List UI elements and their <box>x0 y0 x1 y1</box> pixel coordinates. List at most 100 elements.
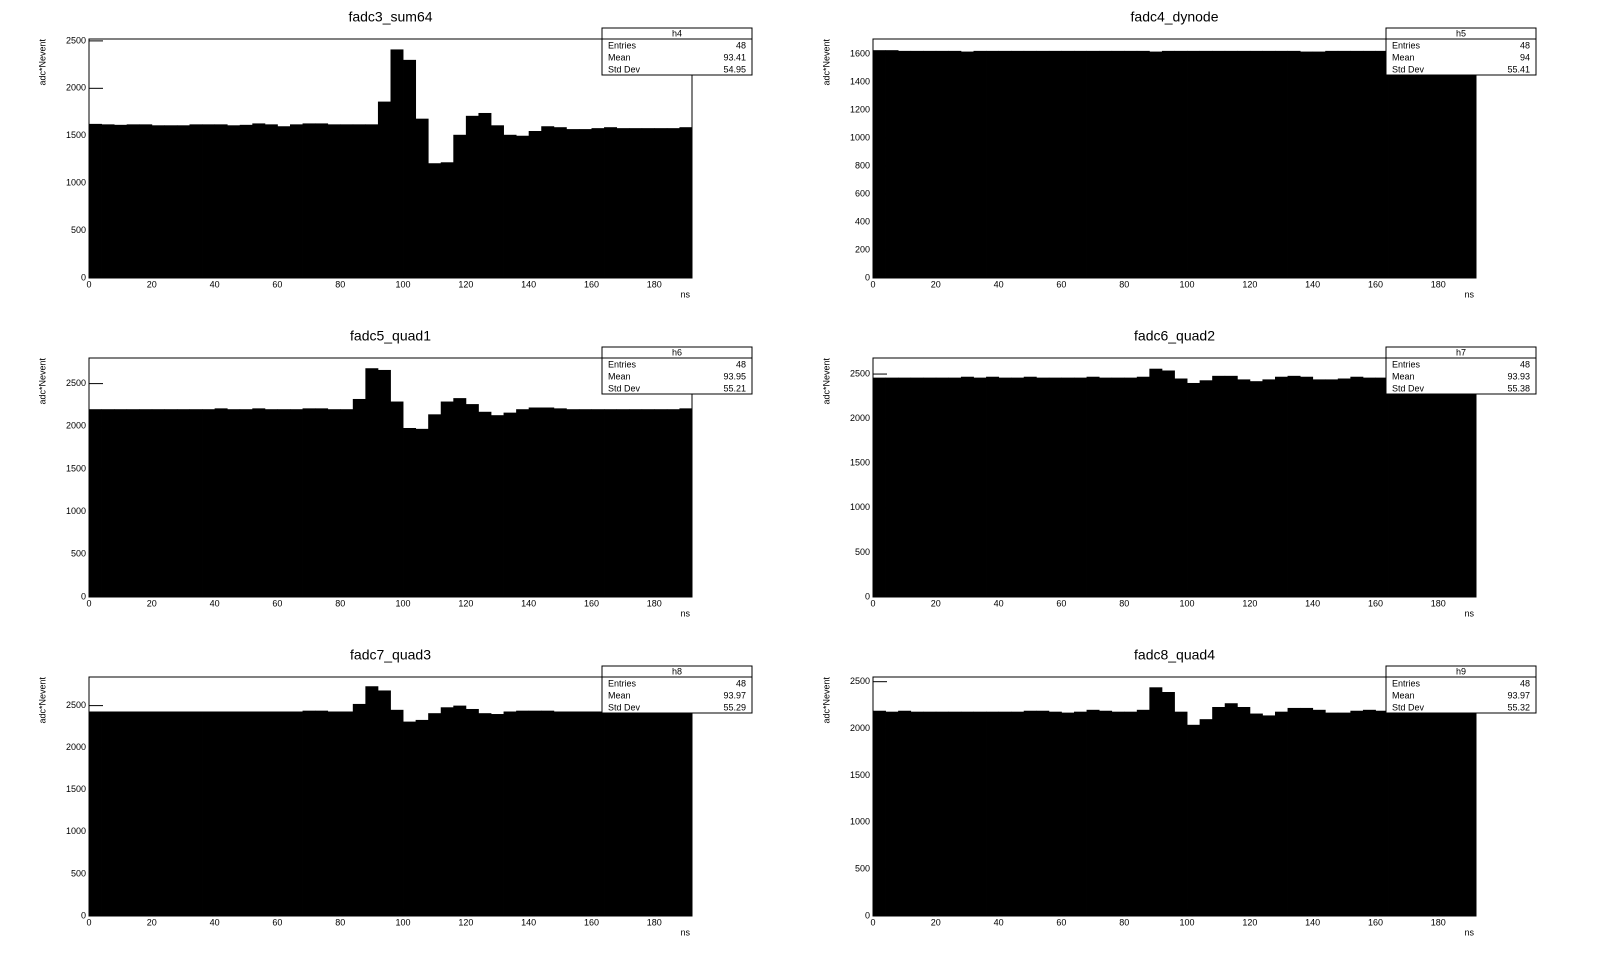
bar <box>214 124 228 278</box>
stats-label: Entries <box>1392 40 1421 50</box>
bar <box>1450 377 1464 597</box>
x-tick-label: 100 <box>1180 917 1195 927</box>
bar <box>126 124 140 278</box>
x-tick-label: 40 <box>994 279 1004 289</box>
stats-title: h6 <box>672 347 682 357</box>
x-tick-label: 120 <box>458 279 473 289</box>
bar <box>252 408 266 597</box>
bar <box>528 407 542 597</box>
bar <box>415 428 429 597</box>
x-tick-label: 100 <box>1180 279 1195 289</box>
x-tick-label: 140 <box>521 598 536 608</box>
bar <box>377 690 391 916</box>
bar <box>578 409 592 597</box>
bar <box>935 50 949 279</box>
bar <box>1375 377 1389 597</box>
x-tick-label: 40 <box>210 598 220 608</box>
bar <box>327 409 341 597</box>
bar <box>1237 706 1251 916</box>
bar <box>465 404 479 597</box>
bar <box>264 409 278 597</box>
bar <box>1111 377 1125 597</box>
x-tick-label: 160 <box>584 917 599 927</box>
stats-label: Entries <box>608 359 637 369</box>
bar <box>1124 50 1138 279</box>
bar <box>428 713 442 916</box>
y-tick-label: 2500 <box>850 368 870 378</box>
bar <box>528 130 542 278</box>
bar <box>1350 710 1364 916</box>
bar <box>415 719 429 916</box>
plot-frame <box>88 357 693 598</box>
x-tick-label: 80 <box>335 917 345 927</box>
stats-box <box>601 665 753 714</box>
y-tick-label: 1000 <box>850 502 870 512</box>
bar <box>1011 50 1025 279</box>
bar <box>566 711 580 916</box>
bar <box>1249 713 1263 916</box>
bar <box>101 711 115 916</box>
bar <box>998 377 1012 597</box>
bar <box>164 409 178 597</box>
stats-label: Mean <box>608 371 631 381</box>
x-tick-label: 20 <box>147 917 157 927</box>
bar <box>1161 370 1175 597</box>
bar <box>1463 377 1477 597</box>
bar <box>1199 50 1213 279</box>
bar <box>1400 710 1414 916</box>
x-tick-label: 20 <box>931 917 941 927</box>
bar <box>428 414 442 597</box>
bar <box>1337 378 1351 597</box>
x-tick-label: 140 <box>1305 598 1320 608</box>
y-tick-label: 500 <box>855 864 870 874</box>
bar <box>629 711 643 916</box>
bar <box>666 409 680 597</box>
bar <box>1199 380 1213 597</box>
stats-title: h4 <box>672 28 682 38</box>
bar <box>616 711 630 916</box>
x-tick-label: 180 <box>1431 598 1446 608</box>
bar <box>541 710 555 916</box>
bar <box>1388 50 1402 279</box>
x-tick-label: 60 <box>1056 279 1066 289</box>
bar <box>340 409 354 597</box>
x-tick-label: 0 <box>86 917 91 927</box>
x-axis-label: ns <box>1464 927 1474 937</box>
bar <box>1136 376 1150 597</box>
bar <box>1388 377 1402 597</box>
y-tick-label: 1000 <box>66 826 86 836</box>
y-tick-label: 2000 <box>850 723 870 733</box>
bar <box>252 123 266 279</box>
bar <box>302 710 316 916</box>
bar <box>1362 709 1376 916</box>
y-tick-label: 1600 <box>850 49 870 59</box>
bar <box>377 101 391 278</box>
bar <box>327 124 341 278</box>
bar <box>541 407 555 597</box>
stats-title: h9 <box>1456 666 1466 676</box>
bar <box>352 703 366 916</box>
bar <box>541 126 555 278</box>
x-axis-label: ns <box>680 927 690 937</box>
bar <box>1174 378 1188 597</box>
bar <box>1061 712 1075 916</box>
bar <box>290 124 303 278</box>
bar <box>679 711 693 916</box>
bar <box>885 377 899 597</box>
y-axis-label: adc*Nevent <box>821 39 831 86</box>
stats-value: 55.38 <box>1507 383 1530 393</box>
bar <box>1161 50 1175 279</box>
bar <box>302 408 316 597</box>
bar <box>1438 710 1452 916</box>
x-tick-label: 20 <box>147 598 157 608</box>
bar <box>1438 377 1452 597</box>
y-tick-label: 1000 <box>850 133 870 143</box>
bar <box>1048 711 1062 916</box>
bar <box>1212 50 1226 279</box>
bar <box>189 711 203 916</box>
x-tick-label: 0 <box>870 279 875 289</box>
bar <box>290 409 303 597</box>
bar <box>214 408 228 597</box>
bar <box>604 127 618 278</box>
bar <box>1048 377 1062 597</box>
